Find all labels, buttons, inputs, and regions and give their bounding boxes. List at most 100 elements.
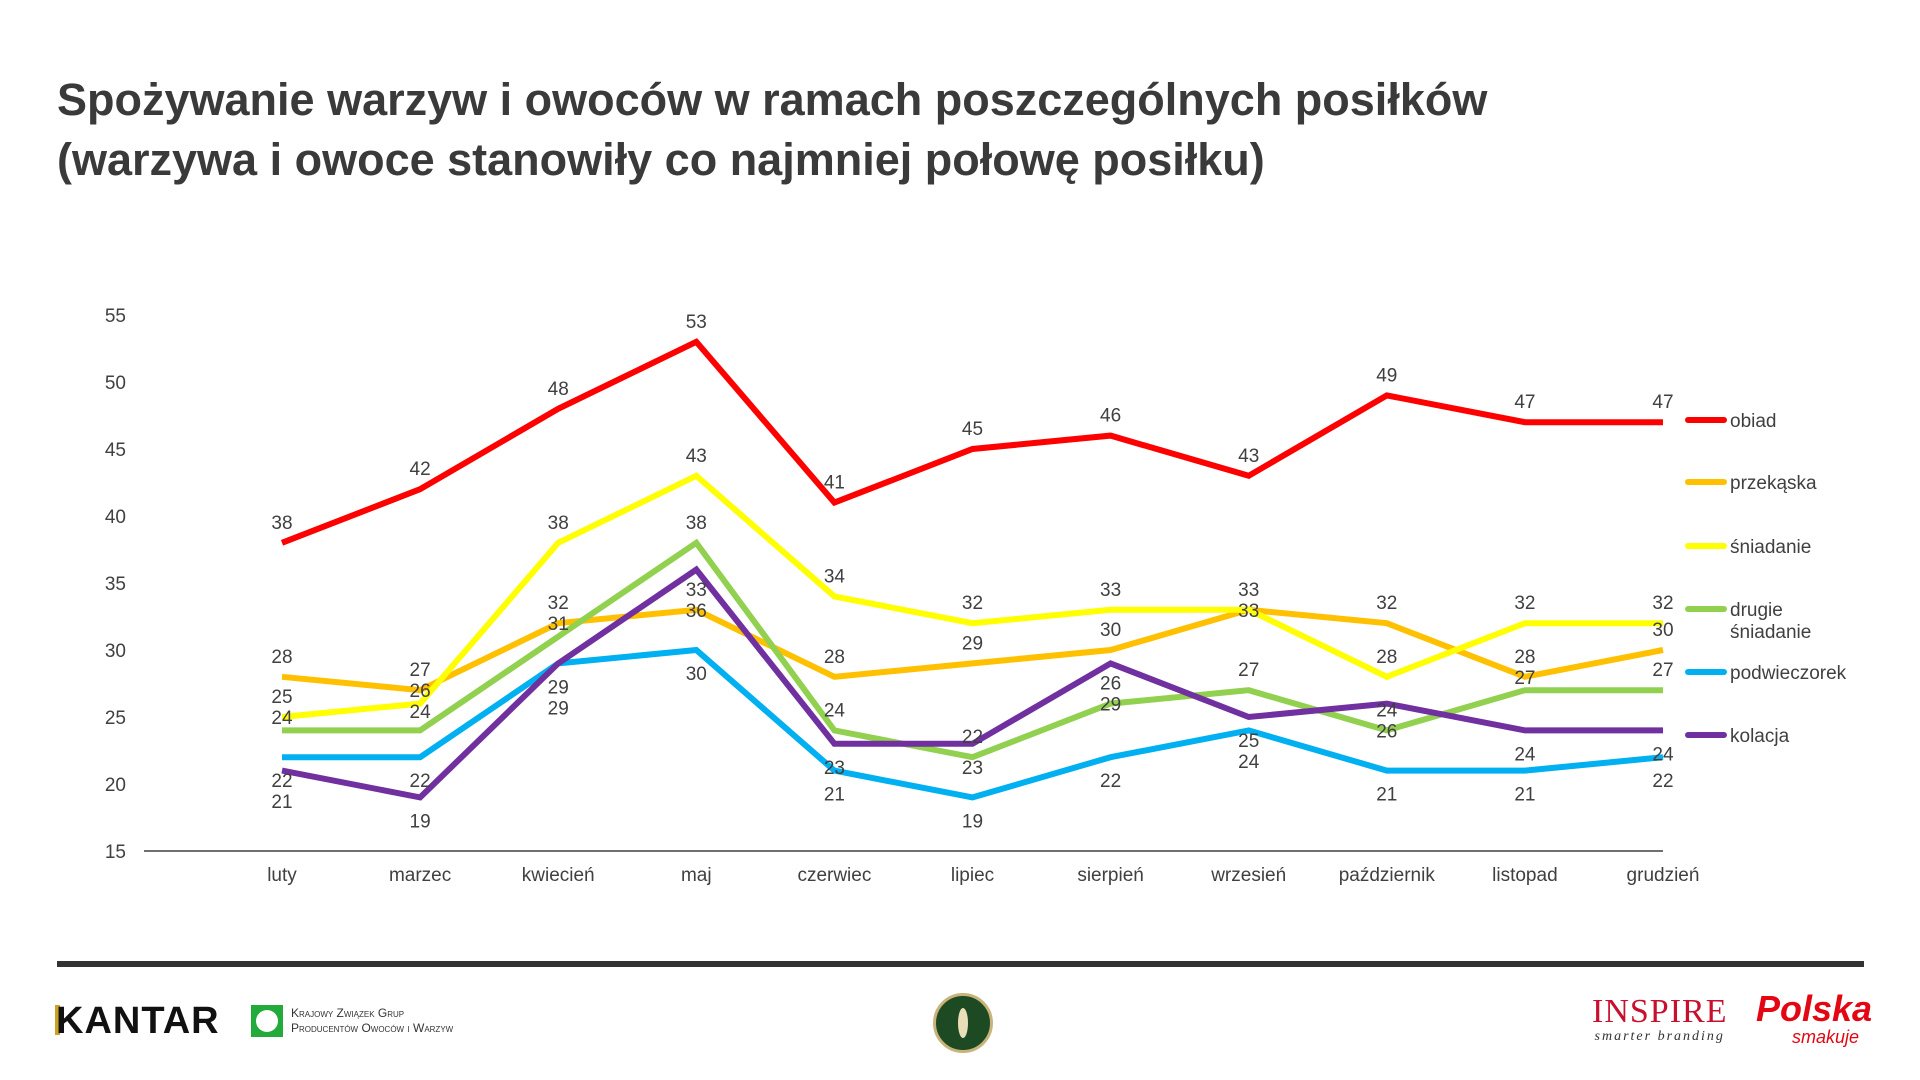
polska-logo-text: Polska xyxy=(1756,988,1873,1029)
data-label: 32 xyxy=(548,593,569,614)
legend-label: przekąska xyxy=(1730,473,1817,494)
footer-divider xyxy=(57,961,1864,967)
inspire-logo-text: INSPIRE xyxy=(1592,993,1728,1030)
chart-title: Spożywanie warzyw i owoców w ramach posz… xyxy=(57,70,1487,190)
data-label: 21 xyxy=(1514,785,1535,806)
data-label: 32 xyxy=(1652,593,1673,614)
data-label: 27 xyxy=(1238,660,1259,681)
data-label: 49 xyxy=(1376,365,1397,386)
kzg-line-2: Producentów Owoców i Warzyw xyxy=(291,1021,454,1035)
legend-label: śniadanie xyxy=(1730,622,1811,643)
kzg-logo: Krajowy Związek Grup Producentów Owoców … xyxy=(251,1005,453,1037)
kzg-line-1: Krajowy Związek Grup xyxy=(291,1006,405,1020)
data-label: 47 xyxy=(1652,392,1673,413)
data-label: 30 xyxy=(686,664,707,685)
data-label: 32 xyxy=(1376,593,1397,614)
data-label: 22 xyxy=(962,727,983,748)
y-tick-label: 15 xyxy=(105,842,126,863)
data-label: 33 xyxy=(1100,580,1121,601)
data-label: 27 xyxy=(1652,660,1673,681)
legend-label: kolacja xyxy=(1730,726,1790,747)
legend-label: obiad xyxy=(1730,411,1777,432)
data-label: 29 xyxy=(548,677,569,698)
legend-label: drugie xyxy=(1730,600,1783,621)
data-label: 33 xyxy=(1238,601,1259,622)
data-label: 28 xyxy=(824,647,845,668)
series-line-1 xyxy=(281,606,1664,694)
data-label: 21 xyxy=(271,792,292,813)
y-tick-label: 50 xyxy=(105,373,126,394)
data-label: 24 xyxy=(410,702,432,723)
y-tick-label: 45 xyxy=(105,440,126,461)
data-label: 28 xyxy=(1514,647,1535,668)
y-tick-label: 25 xyxy=(105,708,126,729)
data-label: 24 xyxy=(271,708,293,729)
data-label: 29 xyxy=(962,633,983,654)
data-label: 24 xyxy=(1376,700,1398,721)
y-tick-label: 55 xyxy=(105,306,126,327)
data-label: 19 xyxy=(962,811,983,832)
x-tick-label: grudzień xyxy=(1627,865,1700,886)
data-label: 22 xyxy=(1100,771,1121,792)
x-tick-label: czerwiec xyxy=(797,865,871,886)
data-label: 47 xyxy=(1514,392,1535,413)
data-label: 24 xyxy=(1514,744,1536,765)
polska-smakuje-logo: Polska smakuje xyxy=(1756,988,1873,1047)
y-tick-label: 30 xyxy=(105,641,126,662)
data-label: 36 xyxy=(686,601,707,622)
x-tick-label: luty xyxy=(267,865,297,886)
data-label: 26 xyxy=(410,681,431,702)
x-tick-label: marzec xyxy=(389,865,451,886)
x-tick-label: maj xyxy=(681,865,712,886)
x-tick-label: listopad xyxy=(1492,865,1558,886)
x-tick-label: lipiec xyxy=(951,865,994,886)
data-label: 29 xyxy=(548,698,569,719)
data-label: 27 xyxy=(1514,668,1535,689)
data-label: 43 xyxy=(1238,446,1259,467)
series-line-4 xyxy=(282,646,1664,801)
kantar-logo-text: KANTAR xyxy=(56,1000,220,1042)
data-label: 23 xyxy=(824,758,845,779)
x-tick-label: kwiecień xyxy=(522,865,595,886)
data-label: 48 xyxy=(548,379,569,400)
legend-label: śniadanie xyxy=(1730,537,1811,558)
data-label: 24 xyxy=(1238,752,1260,773)
data-label: 46 xyxy=(1100,406,1121,427)
title-line-1: Spożywanie warzyw i owoców w ramach posz… xyxy=(57,74,1488,125)
data-label: 24 xyxy=(824,700,846,721)
data-label: 25 xyxy=(1238,731,1259,752)
data-label: 53 xyxy=(686,312,707,333)
data-label: 26 xyxy=(1100,674,1121,695)
kzg-logo-icon xyxy=(251,1005,283,1037)
kantar-logo: KANTAR xyxy=(55,1000,220,1043)
x-tick-label: sierpień xyxy=(1077,865,1144,886)
data-label: 24 xyxy=(1652,744,1674,765)
legend-label: podwieczorek xyxy=(1730,663,1847,684)
series-line-3 xyxy=(282,538,1663,761)
data-label: 22 xyxy=(410,771,431,792)
data-label: 32 xyxy=(962,593,983,614)
data-label: 22 xyxy=(1652,771,1673,792)
data-label: 28 xyxy=(1376,647,1397,668)
y-tick-label: 35 xyxy=(105,574,126,595)
data-label: 27 xyxy=(410,660,431,681)
data-label: 21 xyxy=(824,785,845,806)
series-line-5 xyxy=(281,565,1663,801)
inspire-logo: INSPIRE smarter branding xyxy=(1592,995,1727,1045)
data-label: 42 xyxy=(410,459,431,480)
data-label: 26 xyxy=(1376,721,1397,742)
data-label: 30 xyxy=(1652,620,1673,641)
data-label: 45 xyxy=(962,419,983,440)
data-label: 30 xyxy=(1100,620,1121,641)
data-label: 28 xyxy=(271,647,292,668)
data-label: 34 xyxy=(824,566,846,587)
line-chart: 15 20 25 30 35 40 45 50 55 luty marzec kwiecień maj c… xyxy=(105,306,1847,886)
y-tick-label: 20 xyxy=(105,775,126,796)
data-label: 33 xyxy=(1238,580,1259,601)
data-label: 31 xyxy=(548,614,569,635)
data-label: 38 xyxy=(271,513,292,534)
series-line-2 xyxy=(281,472,1663,720)
data-label: 41 xyxy=(824,473,845,494)
data-label: 38 xyxy=(548,513,569,534)
data-label: 43 xyxy=(686,446,707,467)
